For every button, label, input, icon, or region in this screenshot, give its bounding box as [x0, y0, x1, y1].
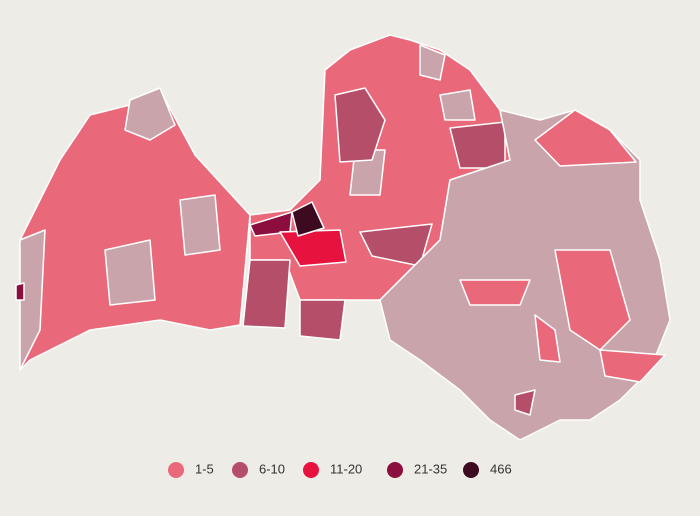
legend-label: 6-10: [259, 461, 285, 476]
legend-label: 1-5: [195, 461, 214, 476]
region: [334, 87, 386, 163]
legend-swatch: [387, 462, 403, 478]
region: [299, 299, 346, 341]
legend-swatch: [232, 462, 248, 478]
legend-label: 21-35: [414, 461, 447, 476]
legend-swatch: [463, 462, 479, 478]
legend: 1-5 6-10 11-20 21-35 466: [168, 461, 512, 478]
region: [291, 201, 325, 237]
region: [279, 229, 347, 267]
region: [534, 314, 561, 363]
legend-label: 11-20: [330, 461, 362, 476]
regions: [15, 34, 671, 441]
region: [15, 282, 25, 301]
region: [419, 44, 446, 81]
region: [379, 109, 671, 441]
region: [554, 249, 631, 351]
region: [534, 109, 637, 167]
region: [599, 349, 666, 383]
region: [19, 229, 46, 371]
legend-label: 466: [490, 461, 512, 476]
region: [124, 87, 176, 141]
region: [104, 239, 156, 306]
legend-swatch: [303, 462, 319, 478]
region: [514, 389, 536, 416]
region: [449, 121, 506, 169]
legend-swatch: [168, 462, 184, 478]
region: [242, 259, 291, 329]
region: [179, 194, 221, 256]
region: [19, 89, 251, 371]
region: [439, 89, 476, 121]
region: [459, 279, 531, 306]
